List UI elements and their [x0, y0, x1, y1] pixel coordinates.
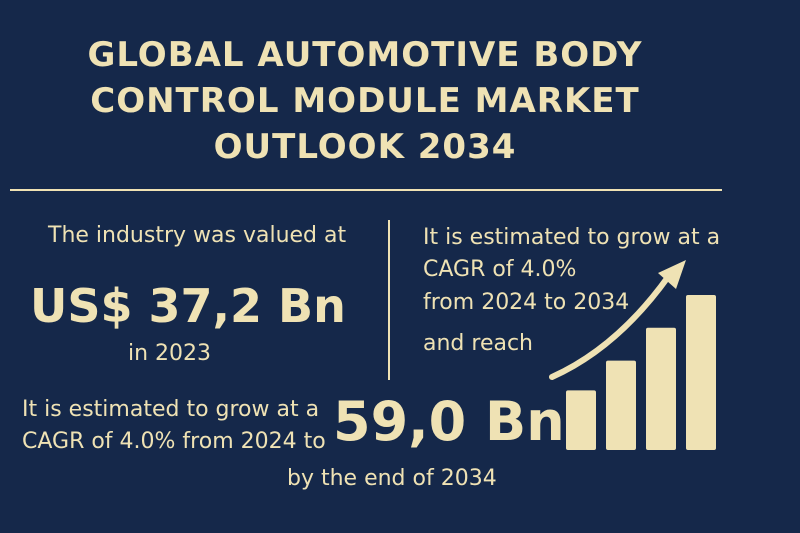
right-growth-line-4: and reach — [423, 331, 533, 356]
bar-1 — [566, 390, 596, 450]
page-title: GLOBAL AUTOMOTIVE BODY CONTROL MODULE MA… — [0, 32, 730, 170]
horizontal-divider — [10, 189, 722, 191]
bars-group — [566, 295, 716, 450]
right-growth-line-1: It is estimated to grow at a — [423, 225, 721, 250]
bar-3 — [646, 327, 676, 450]
valuation-2023: US$ 37,2 Bn — [30, 279, 346, 333]
bar-2 — [606, 360, 636, 450]
title-line-1: GLOBAL AUTOMOTIVE BODY — [87, 35, 643, 75]
trend-arrowhead-icon — [658, 260, 686, 289]
valued-intro-text: The industry was valued at — [48, 223, 347, 248]
growth-bar-chart — [549, 260, 716, 450]
right-growth-line-3: from 2024 to 2034 — [423, 290, 630, 315]
forecast-end-text: by the end of 2034 — [287, 466, 497, 491]
bar-4 — [686, 295, 716, 450]
trend-arrow-icon — [549, 274, 671, 380]
bottom-growth-line-1: It is estimated to grow at a — [22, 397, 320, 422]
forecast-value-2034: 59,0 Bn — [333, 390, 565, 453]
vertical-divider — [388, 220, 390, 380]
title-line-2: CONTROL MODULE MARKET — [90, 81, 640, 121]
valuation-year: in 2023 — [128, 341, 212, 366]
title-line-3: OUTLOOK 2034 — [213, 127, 517, 167]
right-growth-line-2: CAGR of 4.0% — [423, 257, 577, 282]
bottom-growth-line-2: CAGR of 4.0% from 2024 to — [22, 429, 326, 454]
